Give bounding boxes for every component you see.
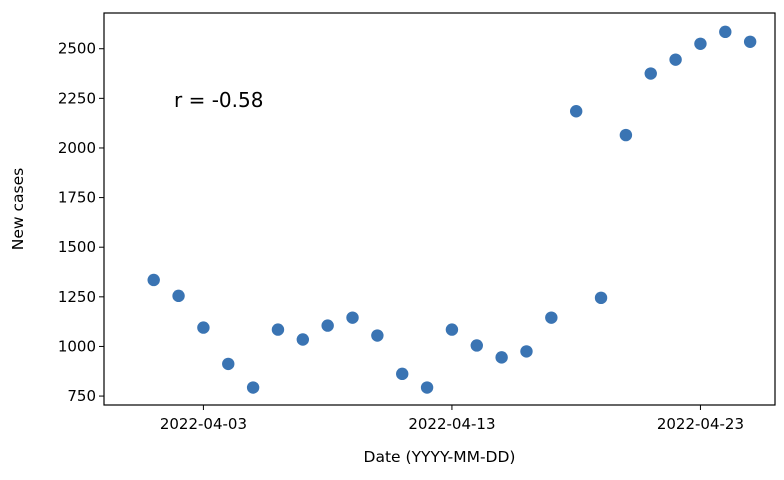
data-point: [371, 329, 384, 342]
data-point: [743, 35, 757, 48]
data-point: [420, 381, 434, 394]
correlation-annotation: r = -0.58: [174, 88, 263, 112]
y-axis-label: New cases: [9, 168, 27, 250]
x-axis-label: Date (YYYY-MM-DD): [364, 448, 516, 466]
x-tick-label: 2022-04-23: [657, 415, 744, 433]
data-point: [271, 323, 285, 336]
data-point: [396, 367, 409, 381]
axis-ticks: 750 1000 1250 1500 1750 2000 2250 2500 2022-04-0…: [58, 40, 744, 433]
y-tick-label: 1250: [58, 288, 96, 306]
data-point: [321, 319, 334, 332]
data-point: [569, 105, 583, 118]
data-point: [719, 25, 732, 39]
data-point: [346, 311, 359, 324]
y-tick-label: 1000: [58, 337, 96, 355]
x-tick-label: 2022-04-13: [408, 415, 495, 433]
data-point: [147, 273, 160, 287]
y-tick-label: 2500: [58, 40, 96, 58]
data-point: [495, 351, 508, 364]
data-point: [470, 339, 483, 352]
data-point: [545, 311, 558, 324]
data-point: [669, 53, 682, 66]
data-point: [594, 291, 608, 305]
data-point: [644, 67, 657, 80]
data-point: [197, 321, 210, 334]
data-point: [296, 333, 310, 346]
data-points: [147, 25, 757, 394]
data-point: [172, 289, 185, 303]
data-point: [246, 381, 260, 394]
y-tick-label: 2250: [58, 89, 96, 107]
y-tick-label: 750: [67, 387, 96, 405]
data-point: [222, 357, 235, 371]
data-point: [445, 323, 459, 336]
y-tick-label: 1750: [58, 189, 96, 207]
plot-frame: [103, 12, 776, 406]
y-tick-label: 1500: [58, 238, 96, 256]
data-point: [694, 37, 707, 50]
data-point: [520, 345, 533, 358]
data-point: [619, 128, 633, 142]
x-tick-label: 2022-04-03: [160, 415, 247, 433]
y-tick-label: 2000: [58, 139, 96, 157]
